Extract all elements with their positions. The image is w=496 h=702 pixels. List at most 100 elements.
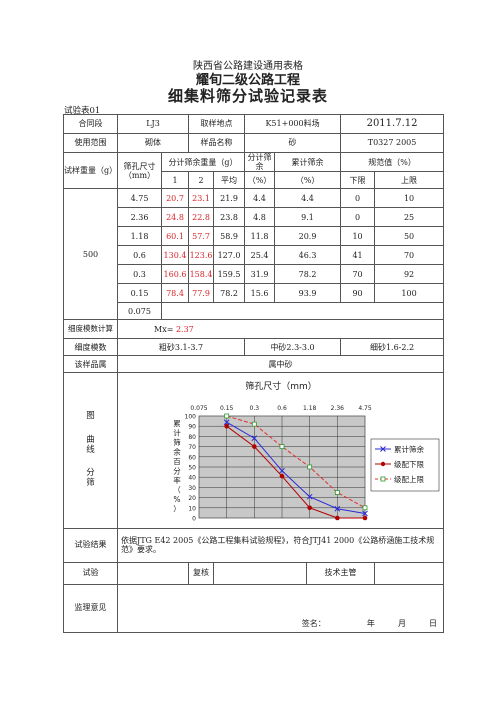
residue-1: 160.6 xyxy=(160,264,190,285)
data-point xyxy=(306,505,312,511)
data-point xyxy=(251,422,257,427)
y-axis-label: 百 xyxy=(173,457,181,466)
sieve-size: 0.15 xyxy=(117,283,162,304)
cumulative-percent: 4.4 xyxy=(274,188,342,209)
spec-lower: 0 xyxy=(340,188,376,209)
data-point xyxy=(333,506,340,512)
y-axis-label: 率 xyxy=(173,475,181,485)
category-label: 该样品属 xyxy=(63,355,118,374)
data-point xyxy=(279,444,284,450)
usage-value: 砌体 xyxy=(116,133,190,153)
y-tick-label: 50 xyxy=(188,465,196,472)
medium-range: 中砂2.3-3.0 xyxy=(244,338,342,357)
data-point xyxy=(250,435,257,442)
data-point xyxy=(306,494,313,500)
spec-upper: 100 xyxy=(374,283,445,304)
data-point xyxy=(223,419,230,426)
x-tick-label: 2.36 xyxy=(330,405,344,412)
cumulative-percent: 9.1 xyxy=(274,207,342,228)
data-point xyxy=(306,464,312,470)
partial-unit: （%） xyxy=(244,171,276,190)
form-number: 试验表01 xyxy=(64,106,101,116)
spec-upper: 70 xyxy=(374,245,445,266)
sample-value: 砂 xyxy=(244,133,342,153)
y-axis-label: 计 xyxy=(173,428,181,438)
residue-2: 158.4 xyxy=(188,264,215,285)
partial-percent: 11.8 xyxy=(244,226,276,247)
partial-percent: 15.6 xyxy=(244,283,276,304)
upper-header: 上限 xyxy=(374,171,445,190)
reviewer-label: 复核 xyxy=(188,561,215,585)
sieve-size: 2.36 xyxy=(117,207,162,228)
residue-avg: 159.5 xyxy=(213,264,246,285)
y-axis-label: 累 xyxy=(173,419,181,428)
legend-marker xyxy=(380,476,385,482)
cumulative-percent: 20.9 xyxy=(274,226,342,247)
form-title: 细集料筛分试验记录表 xyxy=(167,87,328,105)
x-tick-label: 0.075 xyxy=(190,405,207,412)
y-axis-label: 余 xyxy=(173,447,181,457)
y-tick-label: 70 xyxy=(188,444,196,451)
y-tick-label: 100 xyxy=(184,414,196,421)
data-point xyxy=(362,505,367,511)
section-label: 合同段 xyxy=(63,114,118,134)
project-title: 耀旬二级公路工程 xyxy=(195,73,300,88)
legend-label: 级配上限 xyxy=(394,474,424,484)
weight-header: 试样重量（g） xyxy=(63,151,118,190)
sieve-size: 1.18 xyxy=(117,226,162,247)
series-line-0 xyxy=(225,422,365,515)
y-tick-label: 60 xyxy=(188,455,196,462)
location-label: 取样地点 xyxy=(188,114,246,134)
residue-1: 78.4 xyxy=(160,283,190,304)
spec-upper: 92 xyxy=(374,264,445,285)
spec-lower: 70 xyxy=(340,264,376,285)
residue-avg: 23.8 xyxy=(213,207,246,228)
category-value: 属中砂 xyxy=(116,355,445,374)
residue-avg: 21.9 xyxy=(213,188,246,209)
fine-range: 细砂1.6-2.2 xyxy=(340,338,445,357)
fineness-class-label: 细度模数 xyxy=(63,338,118,357)
x-tick-label: 0.3 xyxy=(249,405,259,412)
y-axis-label: % xyxy=(173,495,180,504)
x-tick-label: 1.18 xyxy=(303,405,317,412)
data-point xyxy=(223,424,229,429)
lower-header: 下限 xyxy=(340,171,376,190)
y-axis-label: ） xyxy=(173,505,181,514)
cumulative-percent: 78.2 xyxy=(274,264,342,285)
legend-marker xyxy=(380,462,385,467)
spec-upper: 25 xyxy=(374,207,445,228)
residue-header: 分计筛余重量（g） xyxy=(160,151,246,173)
residue-1: 60.1 xyxy=(160,226,190,247)
series-line-1 xyxy=(225,426,365,519)
x-tick-label: 0.15 xyxy=(220,405,234,412)
y-tick-label: 0 xyxy=(192,516,196,523)
spec-lower: 0 xyxy=(340,207,376,228)
residue-2: 77.9 xyxy=(188,283,215,304)
cumulative-percent: 93.9 xyxy=(274,283,342,304)
cumulative-unit: （%） xyxy=(274,171,342,190)
spec-lower: 90 xyxy=(340,283,376,304)
partial-percent: 4.8 xyxy=(244,207,276,228)
spec-upper: 10 xyxy=(374,188,445,209)
residue-avg: 127.0 xyxy=(213,245,246,266)
tech-lead-label: 技术主管 xyxy=(306,561,376,585)
data-point xyxy=(278,468,285,475)
residue-2: 123.6 xyxy=(188,245,215,266)
cumulative-header: 累计筛余 xyxy=(274,151,342,173)
location-value: K51+000料场 xyxy=(244,114,342,134)
y-axis-label: （ xyxy=(173,486,181,495)
residue-1: 20.7 xyxy=(160,188,190,209)
residue-2: 23.1 xyxy=(188,188,215,209)
coarse-range: 粗砂3.1-3.7 xyxy=(116,338,246,357)
sieve-size: 0.075 xyxy=(117,302,162,321)
avg-header: 平均 xyxy=(213,171,246,190)
test-standard: T0327 2005 xyxy=(340,133,445,153)
residue-1: 24.8 xyxy=(160,207,190,228)
partial-percent: 31.9 xyxy=(244,264,276,285)
y-tick-label: 90 xyxy=(188,424,196,431)
spec-lower: 10 xyxy=(340,226,376,247)
col2-header: 2 xyxy=(188,171,215,190)
y-tick-label: 40 xyxy=(188,475,196,482)
weight-value: 500 xyxy=(63,188,118,321)
legend-label: 级配下限 xyxy=(394,459,424,469)
